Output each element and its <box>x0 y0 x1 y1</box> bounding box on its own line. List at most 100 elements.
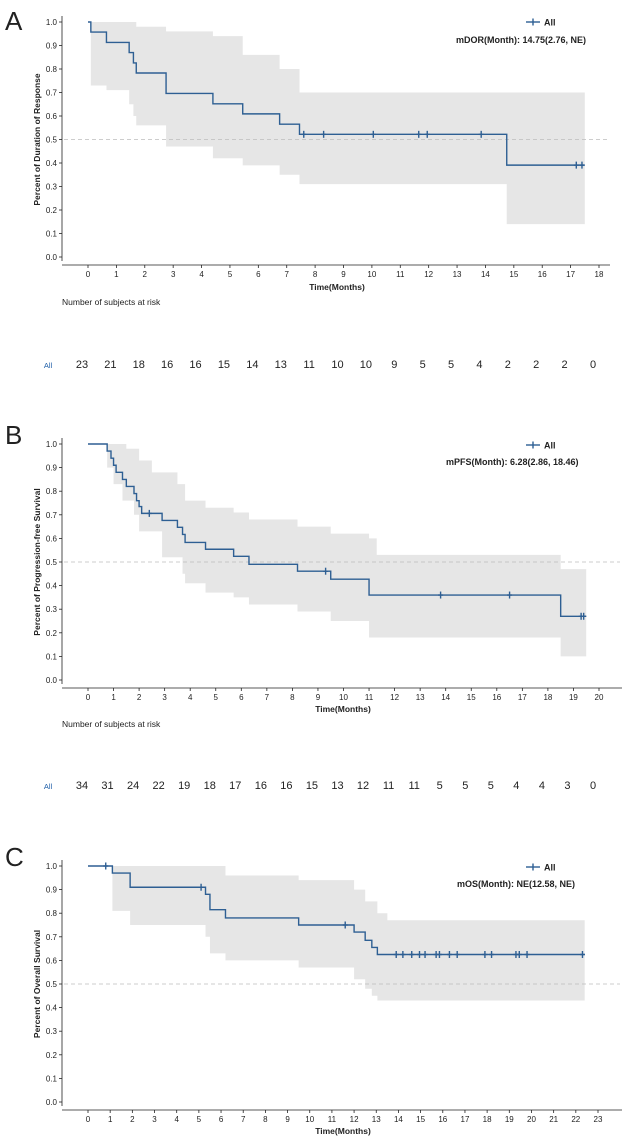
censor-mark <box>409 951 415 958</box>
y-tick-label: 0.8 <box>46 487 58 496</box>
y-tick-label: 0.0 <box>46 253 58 262</box>
risk-count: 23 <box>76 359 88 371</box>
x-tick-label: 22 <box>571 1115 580 1124</box>
censor-mark <box>103 862 109 870</box>
censor-mark <box>438 591 444 599</box>
risk-count: 19 <box>178 780 190 792</box>
risk-count: 12 <box>357 780 369 792</box>
x-tick-label: 18 <box>543 693 552 702</box>
risk-table-title: Number of subjects at risk <box>62 719 161 729</box>
x-axis-label: Time(Months) <box>315 704 371 714</box>
risk-count: 18 <box>204 780 216 792</box>
survival-curve <box>88 443 587 617</box>
y-tick-label: 0.7 <box>46 511 58 520</box>
legend: All <box>526 18 556 28</box>
x-tick-label: 8 <box>313 270 318 279</box>
censor-mark <box>342 921 348 929</box>
x-axis-label: Time(Months) <box>309 282 365 292</box>
x-tick-label: 7 <box>241 1115 246 1124</box>
y-axis-label: Percent of Progression-free Survival <box>32 488 42 635</box>
x-tick-label: 15 <box>416 1115 425 1124</box>
censor-mark <box>489 951 495 958</box>
risk-count: 5 <box>488 780 494 792</box>
x-tick-label: 13 <box>372 1115 381 1124</box>
x-tick-label: 5 <box>197 1115 202 1124</box>
y-tick-label: 0.4 <box>46 1004 58 1013</box>
censor-mark <box>321 130 327 138</box>
risk-count: 4 <box>476 359 482 371</box>
x-tick-label: 1 <box>114 270 119 279</box>
x-tick-label: 21 <box>549 1115 558 1124</box>
y-tick-label: 0.2 <box>46 629 58 638</box>
censor-mark <box>454 951 460 958</box>
survival-curve <box>88 21 585 166</box>
risk-count: 4 <box>539 780 545 792</box>
risk-table-title: Number of subjects at risk <box>62 297 161 307</box>
confidence-band <box>88 444 587 657</box>
x-tick-label: 13 <box>453 270 462 279</box>
censor-mark <box>482 951 488 958</box>
risk-table-group-label: All <box>44 361 53 370</box>
y-axis-label: Percent of Overall Survival <box>32 930 42 1038</box>
censor-mark <box>573 161 579 169</box>
legend: All <box>526 863 556 873</box>
x-tick-label: 15 <box>509 270 518 279</box>
y-tick-label: 0.1 <box>46 1074 58 1083</box>
x-tick-label: 10 <box>305 1115 314 1124</box>
y-tick-label: 0.7 <box>46 933 58 942</box>
x-tick-label: 8 <box>290 693 295 702</box>
risk-count: 11 <box>408 780 419 792</box>
confidence-band <box>88 866 585 1001</box>
panel-label: A <box>5 6 23 36</box>
censor-mark <box>478 130 484 138</box>
censor-mark <box>436 951 442 958</box>
y-tick-label: 0.5 <box>46 980 58 989</box>
censor-mark <box>446 951 452 958</box>
risk-count: 4 <box>513 780 519 792</box>
x-tick-label: 9 <box>341 270 346 279</box>
y-axis-label: Percent of Duration of Response <box>32 73 42 206</box>
risk-count: 11 <box>303 359 314 371</box>
risk-count: 15 <box>218 359 230 371</box>
y-tick-label: 0.9 <box>46 464 58 473</box>
risk-count: 5 <box>448 359 454 371</box>
censor-mark <box>581 612 587 620</box>
censor-mark <box>579 951 585 958</box>
risk-count: 16 <box>255 780 267 792</box>
y-tick-label: 1.0 <box>46 862 58 871</box>
panel-label: C <box>5 842 24 872</box>
censor-mark <box>516 951 522 958</box>
legend-label: All <box>544 18 556 28</box>
x-tick-label: 16 <box>438 1115 447 1124</box>
x-tick-label: 3 <box>152 1115 157 1124</box>
x-tick-label: 14 <box>394 1115 403 1124</box>
panel-a: A0.00.10.20.30.40.50.60.70.80.91.00 1 2 3 4 5… <box>5 6 610 371</box>
y-tick-label: 1.0 <box>46 440 58 449</box>
y-tick-label: 0.0 <box>46 1098 58 1107</box>
x-tick-label: 10 <box>339 693 348 702</box>
y-tick-label: 0.6 <box>46 956 58 965</box>
x-tick-label: 9 <box>285 1115 290 1124</box>
y-tick-label: 0.7 <box>46 89 58 98</box>
median-annotation: mOS(Month): NE(12.58, NE) <box>457 879 575 889</box>
risk-count: 13 <box>275 359 287 371</box>
x-tick-label: 5 <box>228 270 233 279</box>
x-tick-label: 16 <box>492 693 501 702</box>
risk-table: Number of subjects at risk All 23 21 18 16 16 1… <box>44 297 596 371</box>
censor-mark <box>301 130 307 138</box>
y-tick-label: 0.0 <box>46 676 58 685</box>
risk-count: 17 <box>229 780 241 792</box>
y-tick-label: 0.4 <box>46 159 58 168</box>
risk-count: 3 <box>564 780 570 792</box>
x-tick-label: 3 <box>171 270 176 279</box>
risk-count: 5 <box>437 780 443 792</box>
censor-mark <box>393 951 399 958</box>
x-tick-label: 15 <box>467 693 476 702</box>
x-tick-label: 23 <box>594 1115 603 1124</box>
x-tick-label: 1 <box>108 1115 113 1124</box>
x-tick-label: 6 <box>219 1115 224 1124</box>
y-tick-label: 0.4 <box>46 582 58 591</box>
risk-count: 2 <box>533 359 539 371</box>
y-tick-label: 0.8 <box>46 65 58 74</box>
